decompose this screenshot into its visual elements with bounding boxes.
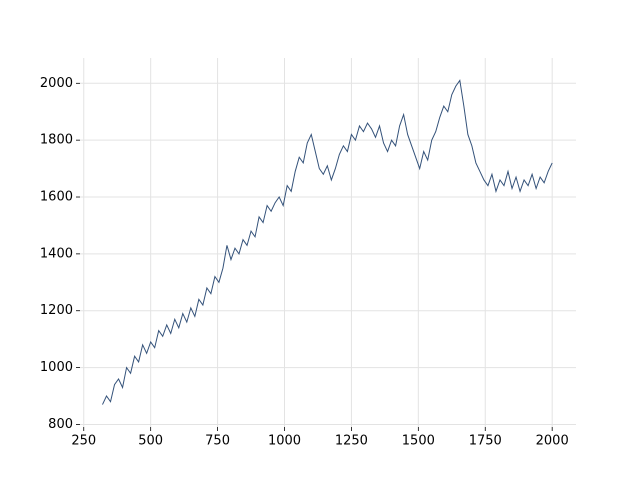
- y-tick-label: 1600: [40, 190, 73, 205]
- data-line: [102, 79, 553, 405]
- y-tick-label: 800: [48, 417, 73, 432]
- y-tick-label: 1800: [40, 133, 73, 148]
- x-tick-label: 1250: [335, 434, 368, 449]
- x-tick-label: 2000: [536, 434, 569, 449]
- y-tick-label: 1400: [40, 246, 73, 261]
- y-tick-label: 1000: [40, 360, 73, 375]
- x-tick-label: 1000: [268, 434, 301, 449]
- y-tick-label: 1200: [40, 303, 73, 318]
- x-tick-label: 1750: [469, 434, 502, 449]
- x-tick-label: 500: [138, 434, 163, 449]
- x-tick-label: 750: [205, 434, 230, 449]
- x-tick-label: 250: [71, 434, 96, 449]
- y-tick-label: 2000: [40, 76, 73, 91]
- x-tick-label: 1500: [402, 434, 435, 449]
